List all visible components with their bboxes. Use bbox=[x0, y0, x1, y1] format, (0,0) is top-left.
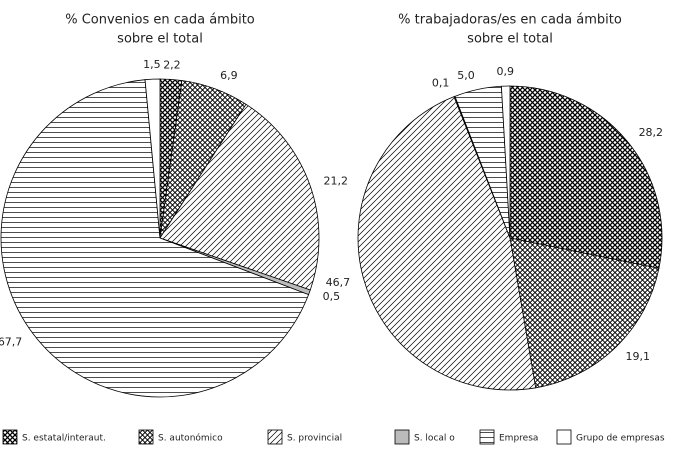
data-label: 19,1 bbox=[626, 350, 651, 363]
legend-label: S. provincial bbox=[287, 434, 342, 444]
legend-swatch bbox=[394, 429, 410, 445]
data-label: 0,5 bbox=[323, 290, 341, 303]
legend-swatch bbox=[267, 429, 283, 445]
chart-title: sobre el total bbox=[467, 32, 553, 47]
pie-slice bbox=[357, 96, 537, 391]
legend-label: S. autonómico bbox=[158, 433, 223, 444]
pie-slice bbox=[509, 85, 663, 269]
data-label: 67,7 bbox=[0, 336, 22, 349]
pie-slice bbox=[159, 103, 320, 291]
legend-swatch bbox=[138, 429, 154, 445]
legend-label: S. local o bbox=[414, 434, 455, 444]
legend-swatch bbox=[2, 429, 18, 445]
data-label: 28,2 bbox=[639, 126, 664, 139]
chart-title: sobre el total bbox=[117, 32, 203, 47]
legend-label: S. estatal/interaut. bbox=[22, 434, 106, 444]
data-label: 46,7 bbox=[326, 276, 351, 289]
pie-slice bbox=[0, 79, 310, 398]
data-label: 5,0 bbox=[457, 69, 475, 82]
chart-title: % trabajadoras/es en cada ámbito bbox=[398, 13, 622, 28]
data-label: 0,9 bbox=[497, 65, 515, 78]
data-label: 0,1 bbox=[432, 76, 450, 89]
pie-slice bbox=[509, 237, 660, 389]
legend-swatch bbox=[556, 429, 572, 445]
legend-swatch bbox=[479, 429, 495, 445]
chart-title: % Convenios en cada ámbito bbox=[65, 13, 255, 28]
legend-label: Grupo de empresas bbox=[576, 434, 665, 444]
pie-slice bbox=[144, 78, 161, 239]
data-label: 2,2 bbox=[163, 58, 181, 71]
legend-label: Empresa bbox=[499, 434, 538, 444]
data-label: 6,9 bbox=[220, 69, 238, 82]
pie-slice bbox=[500, 85, 511, 239]
data-label: 1,5 bbox=[143, 58, 161, 71]
data-label: 21,2 bbox=[323, 174, 348, 187]
